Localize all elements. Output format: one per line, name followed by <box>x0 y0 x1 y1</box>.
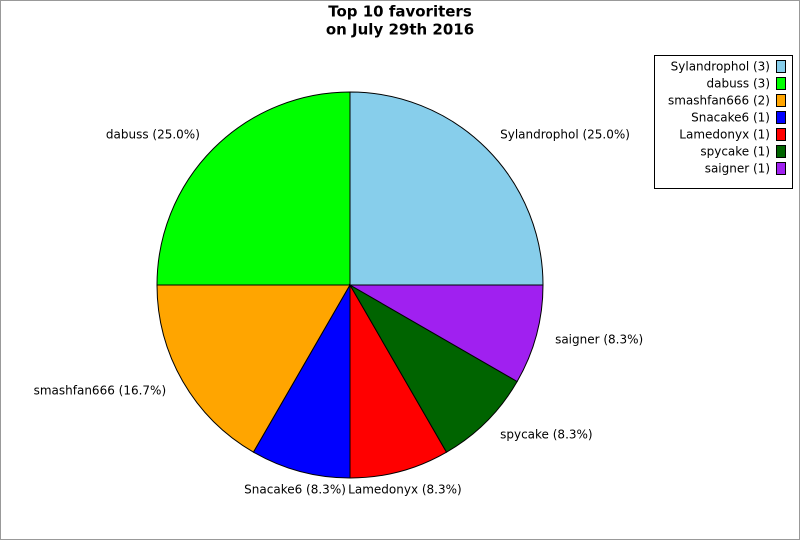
legend-label: smashfan666 (2) <box>668 94 770 108</box>
pie-slice <box>156 284 351 453</box>
legend-swatch <box>776 77 786 90</box>
legend-swatch <box>776 162 786 175</box>
pie-slice <box>252 283 351 479</box>
pie-slice <box>348 283 518 453</box>
pie-slice <box>349 91 544 286</box>
legend-box <box>654 55 793 189</box>
slice-label: smashfan666 (16.7%) <box>34 384 167 398</box>
slice-label: spycake (8.3%) <box>500 428 593 442</box>
legend-swatch <box>776 94 786 107</box>
slice-label: Sylandrophol (25.0%) <box>500 127 630 141</box>
legend-swatch <box>776 128 786 141</box>
legend-swatch <box>776 111 786 124</box>
slice-label: dabuss (25.0%) <box>106 127 200 141</box>
legend-swatch <box>776 60 786 73</box>
slice-label: Lamedonyx (8.3%) <box>348 483 462 497</box>
legend-label: dabuss (3) <box>706 77 770 91</box>
legend-label: saigner (1) <box>705 162 770 176</box>
legend-swatch <box>776 145 786 158</box>
legend-label: Sylandrophol (3) <box>671 60 770 74</box>
chart-title: Top 10 favoriters <box>328 3 472 21</box>
pie-slice <box>348 284 544 383</box>
slice-label: Snacake6 (8.3%) <box>244 483 346 497</box>
pie-slice <box>156 91 351 286</box>
legend-label: Lamedonyx (1) <box>679 128 770 142</box>
slice-label: saigner (8.3%) <box>555 332 643 346</box>
legend-label: Snacake6 (1) <box>691 111 770 125</box>
chart-subtitle: on July 29th 2016 <box>326 21 474 39</box>
legend-label: spycake (1) <box>700 145 770 159</box>
pie-slice <box>349 283 448 479</box>
